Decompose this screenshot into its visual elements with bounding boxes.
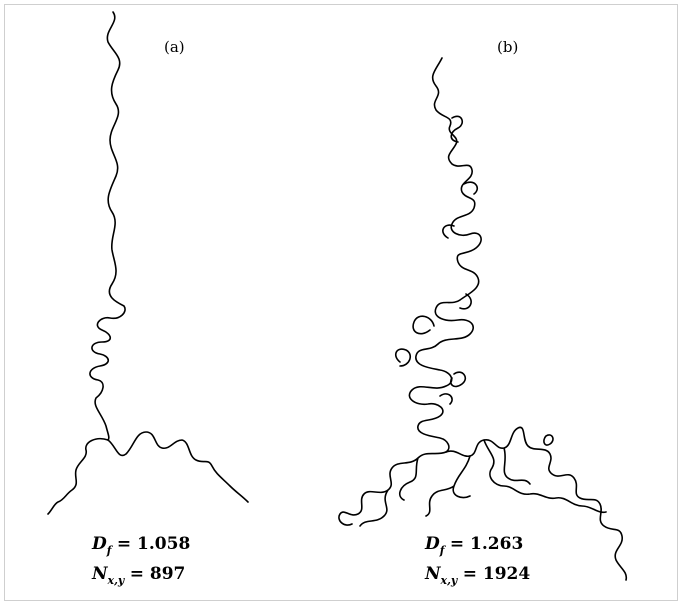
df-symbol: D	[92, 534, 107, 554]
panel-label-b: (b)	[497, 38, 519, 56]
meander-loops-b	[394, 115, 479, 405]
main-channel-b	[408, 57, 482, 453]
df-symbol: D	[425, 534, 440, 554]
panel-label-a: (a)	[164, 38, 185, 56]
right-branch-b	[445, 426, 628, 581]
n-subscript: x,y	[440, 574, 458, 587]
fractal-dimension-a: Df = 1.058	[92, 534, 191, 557]
main-channel-a	[89, 11, 126, 441]
left-branch-b	[338, 451, 447, 527]
n-value: = 1924	[462, 564, 531, 584]
df-value: = 1.058	[116, 534, 191, 554]
fractal-dimension-b: Df = 1.263	[425, 534, 524, 557]
lower-tributaries-b	[425, 439, 607, 517]
river-network-a	[47, 11, 249, 515]
node-count-a: Nx,y = 897	[92, 564, 186, 587]
left-branch-a	[47, 437, 109, 515]
n-symbol: N	[92, 564, 108, 584]
n-value: = 897	[129, 564, 186, 584]
n-symbol: N	[425, 564, 441, 584]
right-branch-a	[107, 431, 249, 503]
df-subscript: f	[439, 544, 445, 557]
n-subscript: x,y	[107, 574, 125, 587]
river-network-b	[338, 57, 628, 581]
df-subscript: f	[106, 544, 112, 557]
df-value: = 1.263	[449, 534, 524, 554]
node-count-b: Nx,y = 1924	[425, 564, 531, 587]
